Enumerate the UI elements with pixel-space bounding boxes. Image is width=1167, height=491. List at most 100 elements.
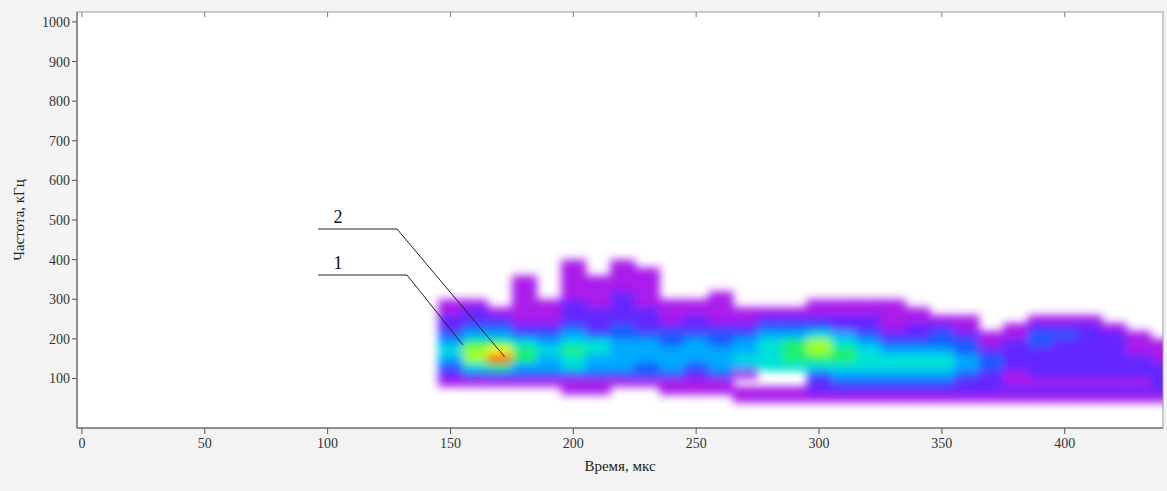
heatmap-cell [1126, 386, 1151, 395]
heatmap-cell [905, 339, 930, 348]
heatmap-cell [635, 355, 660, 364]
heatmap-cell [610, 299, 635, 308]
heatmap-cell [1102, 315, 1127, 324]
heatmap-cell [880, 347, 905, 356]
heatmap-cell [954, 371, 979, 380]
heatmap-cell [930, 283, 955, 292]
heatmap-cell [561, 394, 586, 403]
heatmap-cell [684, 315, 709, 324]
heatmap-cell [659, 275, 684, 284]
heatmap-cell [659, 363, 684, 372]
heatmap-cell [880, 339, 905, 348]
heatmap-cell [610, 291, 635, 300]
heatmap-cell [1028, 347, 1053, 356]
y-tick [72, 299, 77, 300]
heatmap-cell [512, 291, 537, 300]
heatmap-cell [782, 347, 807, 356]
heatmap-cell [1102, 283, 1127, 292]
heatmap-cell [586, 363, 611, 372]
heatmap-cell [487, 331, 512, 340]
heatmap-cell [930, 323, 955, 332]
x-tick-top [573, 12, 574, 17]
heatmap-cell [635, 378, 660, 387]
heatmap-cell [979, 307, 1004, 316]
heatmap-cell [733, 363, 758, 372]
x-tick [696, 428, 697, 434]
heatmap-cell [635, 307, 660, 316]
heatmap-cell [880, 268, 905, 277]
heatmap-cell [954, 347, 979, 356]
heatmap-cell [856, 315, 881, 324]
x-tick-label: 300 [809, 436, 830, 451]
heatmap-cell [807, 347, 832, 356]
heatmap-cell [1126, 339, 1151, 348]
annotation-leader [318, 275, 463, 345]
heatmap-cell [733, 386, 758, 395]
heatmap-cell [659, 315, 684, 324]
heatmap-cell [684, 283, 709, 292]
heatmap-cell [1052, 339, 1077, 348]
heatmap-cell [979, 260, 1004, 269]
heatmap-cell [758, 355, 783, 364]
heatmap-cell [758, 283, 783, 292]
heatmap-cell [1077, 355, 1102, 364]
heatmap-cell [463, 339, 488, 348]
heatmap-cell [954, 299, 979, 308]
heatmap-cell [438, 307, 463, 316]
heatmap-cell [610, 386, 635, 395]
heatmap-cell [807, 355, 832, 364]
heatmap-cell [708, 386, 733, 395]
heatmap-cell [487, 371, 512, 380]
x-tick-top [1064, 12, 1065, 17]
heatmap-cell [1126, 307, 1151, 316]
heatmap-cell [708, 268, 733, 277]
heatmap-cell [807, 371, 832, 380]
heatmap-cell [807, 275, 832, 284]
heatmap-cell [659, 339, 684, 348]
x-tick-label: 0 [78, 436, 85, 451]
heatmap-cell [905, 291, 930, 300]
plot-area [77, 12, 1163, 428]
heatmap-cell [930, 394, 955, 403]
heatmap-cell [708, 355, 733, 364]
heatmap-cell [1126, 291, 1151, 300]
heatmap-cell [512, 268, 537, 277]
heatmap-cell [733, 307, 758, 316]
heatmap-cell [880, 323, 905, 332]
heatmap-cell [758, 315, 783, 324]
heatmap-cell [708, 347, 733, 356]
heatmap-cell [586, 268, 611, 277]
heatmap-cell [979, 331, 1004, 340]
heatmap-cell [1151, 283, 1163, 292]
heatmap-cell [1052, 275, 1077, 284]
heatmap-cell [1052, 378, 1077, 387]
heatmap-cell [1126, 299, 1151, 308]
heatmap-cell [807, 268, 832, 277]
heatmap-cell [684, 355, 709, 364]
heatmap-cell [610, 268, 635, 277]
heatmap-cell [1028, 386, 1053, 395]
heatmap-cell [782, 275, 807, 284]
heatmap-cell [1077, 363, 1102, 372]
heatmap-cell [1151, 378, 1163, 387]
x-axis-line [77, 428, 1163, 429]
heatmap-cell [635, 260, 660, 269]
heatmap-cell [536, 386, 561, 395]
y-tick-label: 400 [49, 253, 70, 268]
heatmap-cell [659, 299, 684, 308]
heatmap-cell [463, 299, 488, 308]
heatmap-cell [1052, 371, 1077, 380]
heatmap-cell [635, 339, 660, 348]
heatmap-cell [1052, 323, 1077, 332]
heatmap-cell [807, 299, 832, 308]
heatmap-cell [1126, 371, 1151, 380]
heatmap-cell [438, 355, 463, 364]
heatmap-cell [659, 323, 684, 332]
heatmap-cell [438, 331, 463, 340]
heatmap-cell [880, 307, 905, 316]
heatmap-cell [954, 260, 979, 269]
heatmap-cell [831, 260, 856, 269]
heatmap-cell [930, 315, 955, 324]
heatmap-cell [930, 275, 955, 284]
heatmap-cell [1003, 386, 1028, 395]
